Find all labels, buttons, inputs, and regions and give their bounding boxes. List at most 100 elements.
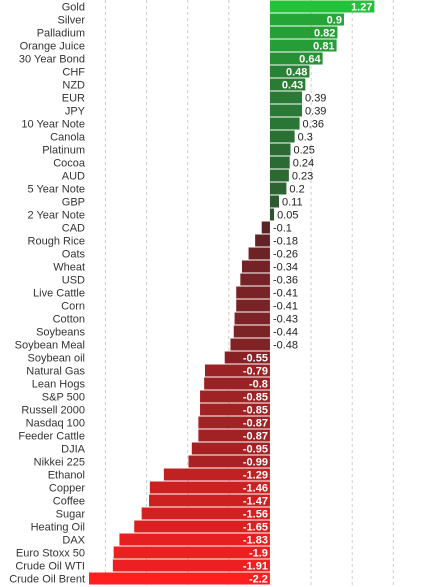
category-label-soybean-oil: Soybean oil [28, 353, 86, 365]
value-label-gbp: 0.11 [282, 197, 303, 209]
bar-platinum [269, 143, 291, 156]
value-label-cotton: -0.43 [273, 314, 298, 326]
category-label-30-year-bond: 30 Year Bond [19, 54, 85, 66]
bar-10-year-note [269, 117, 300, 130]
value-label-oats: -0.26 [273, 249, 298, 261]
value-label-natural-gas: -0.79 [243, 366, 268, 378]
bar-orange-juice [269, 39, 337, 52]
value-label-corn: -0.41 [273, 301, 298, 313]
category-label-crude-oil-brent: Crude Oil Brent [9, 574, 85, 586]
value-label-euro-stoxx-50: -1.9 [249, 548, 268, 560]
category-label-jpy: JPY [65, 106, 86, 118]
category-label-heating-oil: Heating Oil [31, 522, 85, 534]
category-label-dax: DAX [62, 535, 85, 547]
bar-lean-hogs [204, 377, 270, 390]
bar-djia [191, 442, 270, 455]
category-label-russell-2000: Russell 2000 [21, 405, 85, 417]
category-label-crude-oil-wti: Crude Oil WTI [15, 561, 85, 573]
value-label-gold: 1.27 [351, 2, 372, 14]
category-label-corn: Corn [61, 301, 85, 313]
bar-nikkei-225 [188, 455, 270, 468]
value-label-djia: -0.95 [243, 444, 268, 456]
value-label-silver: 0.9 [327, 15, 342, 27]
bar-feeder-cattle [198, 429, 270, 442]
bar-2-year-note [269, 208, 275, 221]
value-label-cocoa: 0.24 [293, 158, 314, 170]
category-label-djia: DJIA [61, 444, 86, 456]
bar-euro-stoxx-50 [113, 546, 270, 559]
value-label-sugar: -1.56 [243, 509, 268, 521]
category-label-cotton: Cotton [53, 314, 85, 326]
category-label-wheat: Wheat [53, 262, 85, 274]
category-label-copper: Copper [49, 483, 85, 495]
bar-eur [269, 91, 303, 104]
category-label-nasdaq-100: Nasdaq 100 [26, 418, 85, 430]
value-label-platinum: 0.25 [294, 145, 315, 157]
value-label-palladium: 0.82 [314, 28, 335, 40]
value-label-jpy: 0.39 [305, 106, 326, 118]
category-label-gbp: GBP [62, 197, 85, 209]
value-label-ethanol: -1.29 [243, 470, 268, 482]
bar-copper [149, 481, 270, 494]
bar-sandp-500 [200, 390, 270, 403]
bar-usd [240, 273, 270, 286]
category-label-rough-rice: Rough Rice [28, 236, 85, 248]
category-label-ethanol: Ethanol [48, 470, 85, 482]
category-label-soybeans: Soybeans [36, 327, 85, 339]
category-label-nikkei-225: Nikkei 225 [34, 457, 85, 469]
bar-soybean-meal [230, 338, 270, 351]
bar-palladium [269, 26, 338, 39]
value-label-30-year-bond: 0.64 [299, 54, 321, 66]
value-label-soybean-oil: -0.55 [243, 353, 268, 365]
value-label-chf: 0.48 [286, 67, 307, 79]
bar-rough-rice [255, 234, 270, 247]
value-label-wheat: -0.34 [273, 262, 298, 274]
bar-dax [119, 533, 270, 546]
category-label-natural-gas: Natural Gas [26, 366, 85, 378]
category-label-usd: USD [62, 275, 85, 287]
bar-gold [269, 0, 375, 13]
bar-30-year-bond [269, 52, 323, 65]
value-label-soybeans: -0.44 [273, 327, 298, 339]
value-label-nzd: 0.43 [282, 80, 303, 92]
category-label-canola: Canola [50, 132, 86, 144]
value-label-coffee: -1.47 [243, 496, 268, 508]
value-label-5-year-note: 0.2 [289, 184, 304, 196]
category-label-oats: Oats [62, 249, 86, 261]
value-label-usd: -0.36 [273, 275, 298, 287]
value-label-aud: 0.23 [292, 171, 313, 183]
value-labels: 1.270.90.820.810.640.480.430.390.390.360… [243, 2, 373, 586]
value-label-dax: -1.83 [243, 535, 268, 547]
bar-ethanol [163, 468, 270, 481]
bar-cotton [234, 312, 270, 325]
category-label-coffee: Coffee [53, 496, 85, 508]
bar-jpy [269, 104, 303, 117]
value-label-2-year-note: 0.05 [277, 210, 298, 222]
category-label-silver: Silver [57, 15, 85, 27]
value-label-heating-oil: -1.65 [243, 522, 268, 534]
bar-nasdaq-100 [198, 416, 270, 429]
category-label-cocoa: Cocoa [53, 158, 86, 170]
bar-crude-oil-wti [112, 559, 270, 572]
bar-soybeans [233, 325, 270, 338]
category-label-10-year-note: 10 Year Note [21, 119, 85, 131]
value-label-copper: -1.46 [243, 483, 268, 495]
bar-heating-oil [134, 520, 270, 533]
bar-nzd [269, 78, 306, 91]
category-label-gold: Gold [62, 2, 85, 14]
value-label-nikkei-225: -0.99 [243, 457, 268, 469]
category-label-soybean-meal: Soybean Meal [15, 340, 85, 352]
category-label-nzd: NZD [62, 80, 85, 92]
bar-canola [269, 130, 295, 143]
value-label-10-year-note: 0.36 [303, 119, 324, 131]
category-label-lean-hogs: Lean Hogs [32, 379, 86, 391]
category-label-euro-stoxx-50: Euro Stoxx 50 [16, 548, 85, 560]
bar-coffee [149, 494, 270, 507]
bar-wheat [241, 260, 270, 273]
bar-silver [269, 13, 344, 26]
category-label-cad: CAD [62, 223, 85, 235]
category-label-2-year-note: 2 Year Note [28, 210, 86, 222]
